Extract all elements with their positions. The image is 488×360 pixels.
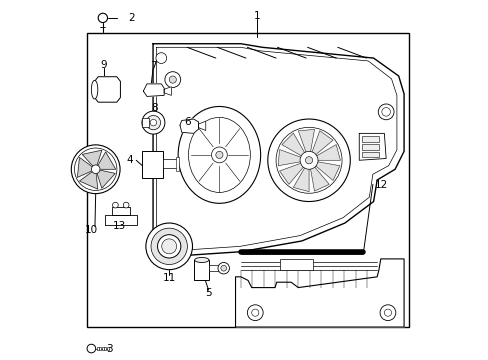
Circle shape — [150, 120, 156, 126]
Polygon shape — [180, 119, 198, 134]
Bar — [209, 265, 219, 271]
Bar — [104, 347, 106, 350]
Circle shape — [157, 235, 181, 258]
Ellipse shape — [188, 117, 250, 192]
Text: 2: 2 — [128, 13, 134, 23]
Circle shape — [267, 119, 349, 202]
Polygon shape — [298, 129, 314, 153]
Polygon shape — [143, 84, 164, 96]
Polygon shape — [104, 215, 137, 225]
Bar — [106, 347, 109, 350]
Bar — [142, 151, 163, 178]
Polygon shape — [80, 171, 98, 189]
Bar — [175, 157, 179, 171]
Circle shape — [71, 145, 120, 194]
Circle shape — [145, 223, 192, 270]
Ellipse shape — [91, 80, 98, 99]
Polygon shape — [359, 134, 386, 160]
Text: 3: 3 — [106, 343, 113, 354]
Bar — [102, 347, 104, 350]
Polygon shape — [235, 259, 403, 327]
Polygon shape — [97, 170, 115, 188]
Circle shape — [162, 239, 176, 254]
Circle shape — [156, 53, 166, 63]
Text: 7: 7 — [149, 61, 156, 71]
Bar — [163, 159, 177, 168]
Circle shape — [218, 262, 229, 274]
Bar — [97, 347, 99, 350]
Polygon shape — [112, 207, 129, 215]
Circle shape — [164, 72, 180, 87]
Circle shape — [384, 309, 391, 316]
Polygon shape — [293, 166, 308, 192]
Circle shape — [112, 202, 118, 208]
Circle shape — [146, 116, 160, 130]
Polygon shape — [82, 150, 102, 167]
Polygon shape — [279, 163, 304, 184]
Polygon shape — [94, 77, 120, 102]
Circle shape — [123, 202, 129, 208]
Bar — [142, 118, 148, 127]
Circle shape — [98, 13, 107, 23]
Circle shape — [221, 265, 226, 271]
Text: 11: 11 — [162, 273, 176, 283]
Bar — [362, 136, 379, 141]
Ellipse shape — [178, 107, 260, 203]
Circle shape — [378, 104, 393, 120]
Circle shape — [381, 108, 389, 116]
Polygon shape — [156, 47, 396, 250]
Polygon shape — [314, 162, 339, 180]
Polygon shape — [97, 152, 116, 169]
Polygon shape — [278, 149, 302, 166]
Circle shape — [276, 127, 341, 193]
Bar — [362, 152, 379, 157]
Text: 10: 10 — [84, 225, 98, 235]
Circle shape — [251, 309, 258, 316]
Polygon shape — [198, 121, 205, 131]
Bar — [194, 260, 209, 280]
Text: 8: 8 — [150, 103, 157, 113]
Polygon shape — [164, 87, 171, 95]
Polygon shape — [281, 133, 305, 157]
Text: 6: 6 — [183, 117, 190, 127]
Text: 13: 13 — [113, 221, 126, 231]
Polygon shape — [153, 44, 403, 255]
Circle shape — [169, 76, 176, 83]
Bar — [86, 33, 408, 327]
Circle shape — [215, 151, 223, 158]
Circle shape — [87, 344, 96, 353]
Circle shape — [151, 228, 187, 265]
Circle shape — [247, 305, 263, 320]
Circle shape — [211, 147, 227, 163]
Polygon shape — [315, 145, 340, 160]
Bar — [280, 259, 312, 270]
Circle shape — [300, 151, 317, 169]
Circle shape — [91, 165, 100, 174]
Polygon shape — [310, 166, 328, 191]
Text: 5: 5 — [205, 288, 211, 298]
Text: 9: 9 — [101, 60, 107, 70]
Polygon shape — [77, 157, 93, 177]
Circle shape — [379, 305, 395, 320]
Bar — [99, 347, 101, 350]
Circle shape — [142, 111, 164, 134]
Circle shape — [74, 148, 117, 190]
Bar — [362, 144, 379, 149]
Text: 12: 12 — [373, 180, 387, 190]
Circle shape — [305, 157, 312, 164]
Ellipse shape — [194, 257, 208, 262]
Polygon shape — [311, 131, 332, 156]
Text: 1: 1 — [253, 11, 260, 21]
Text: 4: 4 — [126, 155, 133, 165]
